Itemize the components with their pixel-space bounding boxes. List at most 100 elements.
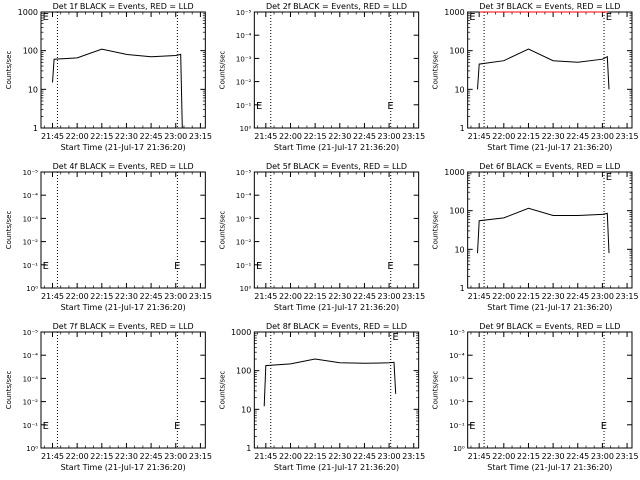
y-axis-label: Counts/sec (5, 51, 13, 90)
event-marker: E (43, 261, 49, 272)
x-tick-label: 22:30 (542, 292, 565, 301)
y-axis-label: Counts/sec (432, 371, 440, 410)
y-tick-label: 10⁻¹ (236, 102, 252, 110)
x-axis-label: Start Time (21-Jul-17 21:36:20) (61, 143, 186, 152)
y-tick-label: 10⁻⁴ (449, 352, 465, 360)
plot-frame (467, 11, 633, 129)
x-tick-label: 22:15 (90, 452, 113, 461)
x-tick-label: 23:15 (616, 452, 639, 461)
x-tick-label: 22:45 (566, 292, 589, 301)
y-tick-label: 100 (236, 367, 251, 376)
panel-det-2: Det 2f BLACK = Events, RED = LLD 10⁰ 10⁻¹ 1… (218, 2, 425, 152)
x-tick-label: 22:15 (90, 292, 113, 301)
x-tick-label: 23:15 (189, 452, 212, 461)
panel-title: Det 2f BLACK = Events, RED = LLD (266, 2, 407, 11)
y-tick-label: 100 (23, 47, 38, 56)
y-tick-label: 1 (33, 124, 38, 133)
x-axis-label: Start Time (21-Jul-17 21:36:20) (487, 463, 612, 472)
x-tick-label: 21:45 (254, 452, 277, 461)
y-tick-label: 10⁰ (240, 125, 252, 133)
event-marker: E (174, 421, 180, 432)
y-tick-label: 1000 (18, 8, 38, 17)
event-marker: E (606, 172, 612, 183)
y-tick-label: 10⁰ (240, 285, 252, 293)
y-tick-label: 10⁻³ (236, 215, 252, 223)
y-tick-label: 10⁻¹ (23, 422, 39, 430)
panel-det-9: Det 9f BLACK = Events, RED = LLD 10⁰ 10⁻¹ 1… (432, 322, 639, 472)
x-tick-label: 22:45 (566, 452, 589, 461)
x-tick-label: 22:15 (517, 132, 540, 141)
y-tick-label: 1000 (231, 328, 251, 337)
x-tick-label: 22:45 (140, 132, 163, 141)
x-tick-label: 22:45 (140, 292, 163, 301)
y-tick-label: 10⁰ (26, 285, 38, 293)
plot-frame (40, 331, 206, 449)
y-tick-label: 10⁻³ (449, 375, 465, 383)
panel-title: Det 3f BLACK = Events, RED = LLD (479, 2, 620, 11)
plot-frame (253, 331, 420, 449)
y-tick-label: 10⁻⁴ (23, 352, 39, 360)
y-tick-label: 10⁻⁵ (236, 9, 252, 17)
event-marker: E (387, 261, 393, 272)
panel-det-4: Det 4f BLACK = Events, RED = LLD 10⁰ 10⁻¹ 1… (5, 162, 212, 312)
series-line (477, 48, 610, 90)
x-tick-label: 22:45 (140, 452, 163, 461)
panel-title: Det 4f BLACK = Events, RED = LLD (53, 162, 194, 171)
series-line (477, 207, 610, 254)
x-tick-label: 22:15 (304, 292, 327, 301)
event-marker: E (43, 421, 49, 432)
plot-frame (467, 331, 633, 449)
x-axis-label: Start Time (21-Jul-17 21:36:20) (274, 463, 399, 472)
plot-frame (253, 11, 420, 129)
y-tick-label: 10⁻¹ (23, 262, 39, 270)
y-axis-label: Counts/sec (218, 51, 226, 90)
y-tick-label: 10⁻¹ (449, 422, 465, 430)
x-tick-label: 21:45 (41, 132, 64, 141)
plot-frame (40, 11, 206, 129)
x-tick-label: 22:15 (304, 452, 327, 461)
y-tick-label: 10⁻⁴ (236, 192, 252, 200)
x-tick-label: 22:00 (279, 132, 302, 141)
x-tick-label: 22:00 (492, 132, 515, 141)
panel-title: Det 7f BLACK = Events, RED = LLD (53, 322, 194, 331)
x-tick-label: 22:45 (353, 292, 376, 301)
y-tick-label: 10⁻³ (236, 55, 252, 63)
x-axis-label: Start Time (21-Jul-17 21:36:20) (61, 463, 186, 472)
y-tick-label: 10⁻⁵ (236, 169, 252, 177)
x-tick-label: 23:00 (164, 132, 187, 141)
x-tick-label: 22:30 (328, 292, 351, 301)
x-tick-label: 23:00 (591, 452, 614, 461)
event-marker: E (256, 101, 262, 112)
y-axis-label: Counts/sec (218, 211, 226, 250)
y-tick-label: 10 (241, 405, 251, 414)
panel-title: Det 5f BLACK = Events, RED = LLD (266, 162, 407, 171)
x-tick-label: 22:00 (492, 292, 515, 301)
x-tick-label: 23:15 (189, 132, 212, 141)
x-tick-label: 22:00 (279, 452, 302, 461)
y-tick-label: 10⁻² (23, 399, 39, 407)
event-marker: E (43, 12, 49, 23)
x-tick-label: 22:30 (328, 132, 351, 141)
x-tick-label: 22:15 (90, 132, 113, 141)
x-tick-label: 23:15 (402, 292, 425, 301)
x-tick-label: 23:15 (402, 452, 425, 461)
y-tick-label: 10⁻² (23, 239, 39, 247)
x-tick-label: 22:45 (566, 132, 589, 141)
plot-frame (253, 171, 420, 289)
x-tick-label: 23:15 (616, 132, 639, 141)
y-tick-label: 1000 (444, 8, 464, 17)
y-axis-label: Counts/sec (5, 371, 13, 410)
x-tick-label: 23:15 (616, 292, 639, 301)
y-tick-label: 1 (460, 284, 465, 293)
x-tick-label: 22:15 (304, 132, 327, 141)
y-tick-label: 10⁻² (236, 239, 252, 247)
x-tick-label: 23:15 (189, 292, 212, 301)
x-tick-label: 22:15 (517, 452, 540, 461)
x-tick-label: 23:00 (164, 452, 187, 461)
event-marker: E (469, 421, 475, 432)
panel-det-1: Det 1f BLACK = Events, RED = LLD 1 10 100 10… (5, 2, 212, 152)
panel-det-3: Det 3f BLACK = Events, RED = LLD 1 10 100 10… (432, 2, 639, 152)
event-marker: E (174, 261, 180, 272)
x-tick-label: 21:45 (468, 132, 491, 141)
